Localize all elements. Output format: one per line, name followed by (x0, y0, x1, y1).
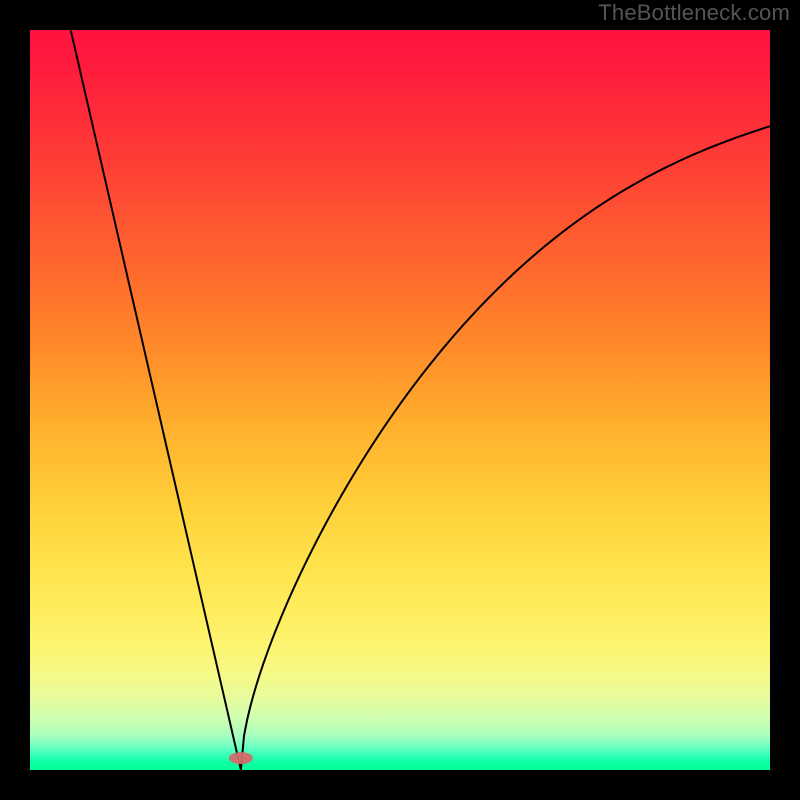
watermark-text: TheBottleneck.com (598, 0, 790, 26)
chart-svg (30, 30, 770, 770)
stage: TheBottleneck.com (0, 0, 800, 800)
chart-background (30, 30, 770, 770)
plot-area (30, 30, 770, 770)
optimal-point-marker (229, 752, 253, 764)
